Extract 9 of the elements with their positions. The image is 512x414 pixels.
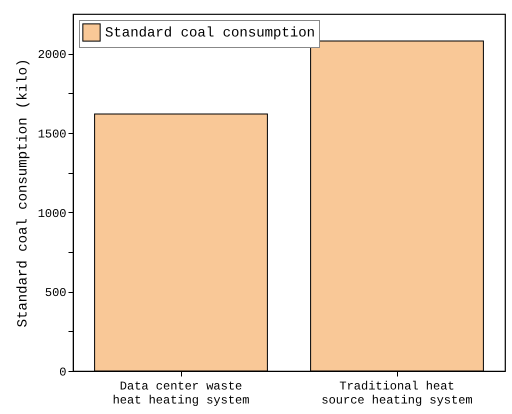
y-tick-label: 1500	[38, 128, 66, 142]
y-tick-label: 2000	[38, 48, 66, 62]
x-tick-label: Data center waste heat heating system	[112, 380, 250, 408]
y-tick-label: 500	[44, 286, 66, 300]
y-axis-title: Standard coal consumption (kilo)	[16, 58, 32, 328]
legend-label: Standard coal consumption	[105, 26, 316, 42]
x-tick-label: Traditional heat source heating system	[321, 380, 473, 408]
y-tick-label: 0	[59, 366, 66, 380]
y-tick-label: 1000	[38, 206, 66, 221]
